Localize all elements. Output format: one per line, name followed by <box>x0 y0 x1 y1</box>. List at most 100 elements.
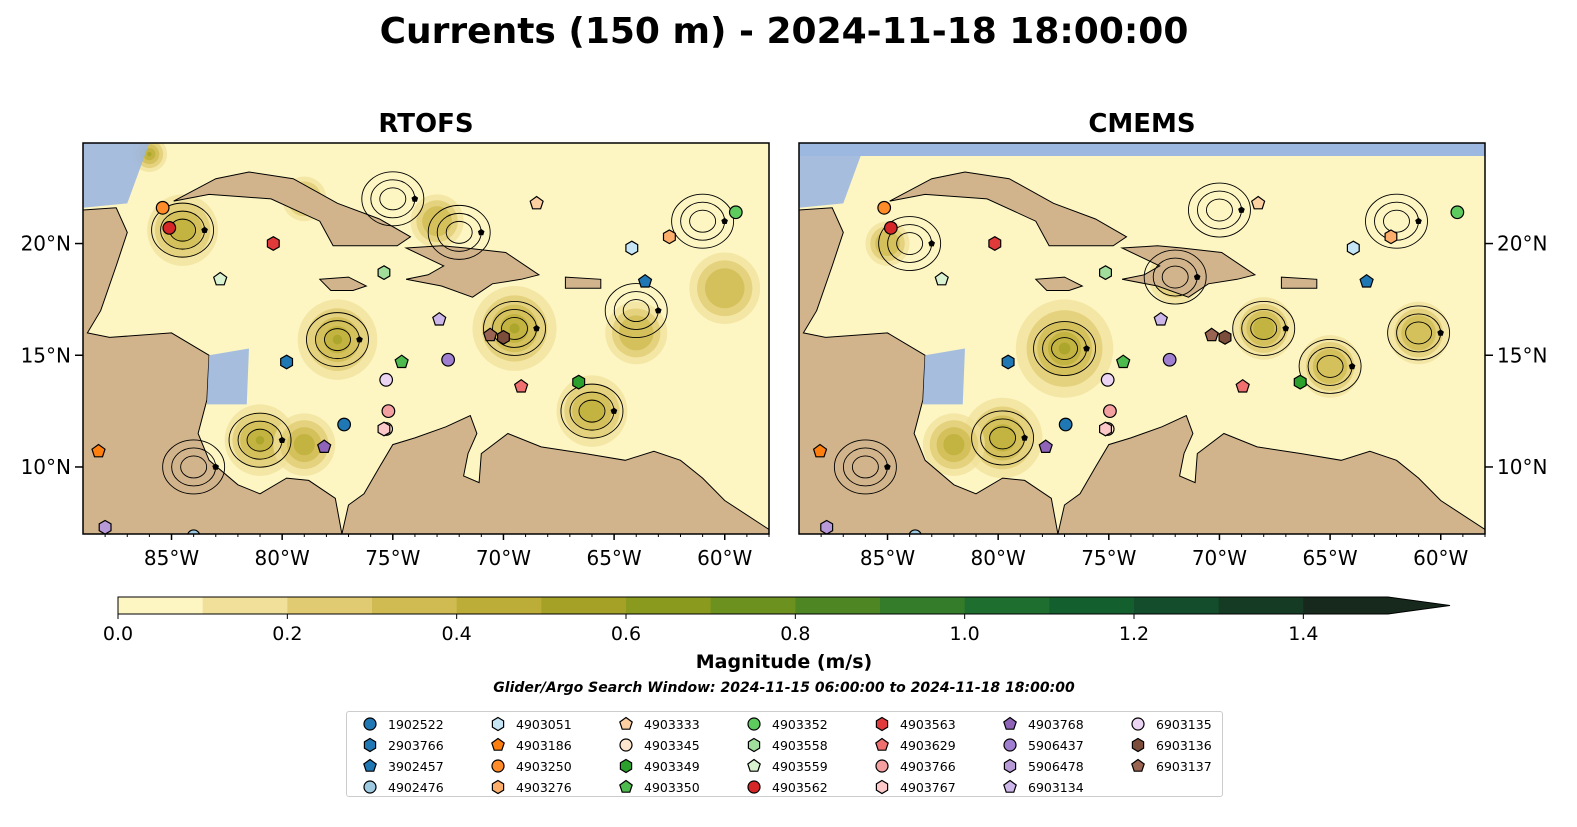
float-marker-4903186 <box>812 443 828 458</box>
float-marker-4903352 <box>747 717 761 731</box>
legend-marker-icon <box>875 759 889 773</box>
float-marker-4903333 <box>619 716 633 730</box>
legend-marker-icon <box>875 737 889 751</box>
float-marker-4903766 <box>1103 404 1117 419</box>
float-marker-1902522 <box>1058 417 1073 432</box>
colorbar-bin <box>964 597 1050 614</box>
colorbar-tick-label: 0.8 <box>780 623 810 645</box>
land-5 <box>1280 276 1318 289</box>
lon-tick-label: 70°W <box>1192 546 1247 570</box>
float-marker-3902457 <box>363 758 377 772</box>
legend-item-1902522: 1902522 <box>361 715 444 733</box>
colorbar-bin <box>118 597 204 614</box>
colorbar-extend-arrow <box>1388 597 1450 614</box>
float-marker-4903767 <box>1098 421 1113 437</box>
legend-label: 6903134 <box>1028 779 1084 795</box>
colorbar-bin <box>1303 597 1389 614</box>
float-marker-3902457 <box>637 273 653 288</box>
legend-label: 5906478 <box>1028 758 1084 774</box>
float-marker-4903250 <box>155 200 170 215</box>
panel-title-rtofs: RTOFS <box>378 109 473 139</box>
lon-tick-label: 65°W <box>586 546 641 570</box>
float-marker-4903768 <box>1038 439 1053 453</box>
legend-item-5906478: 5906478 <box>1001 757 1084 775</box>
colorbar-bin <box>710 597 796 614</box>
float-marker-4903629 <box>1235 378 1250 393</box>
colorbar-tick-label: 0.0 <box>103 623 133 645</box>
legend-label: 6903135 <box>1156 716 1212 732</box>
float-marker-4903767 <box>875 779 889 795</box>
float-marker-6903136 <box>1218 329 1232 345</box>
legend-label: 6903137 <box>1156 758 1212 774</box>
legend-item-4903276: 4903276 <box>489 778 572 796</box>
land-2 <box>889 171 1128 247</box>
legend-marker-icon <box>363 780 377 794</box>
float-marker-5906478 <box>98 519 112 534</box>
legend-label: 4903558 <box>772 737 828 753</box>
legend-item-4903767: 4903767 <box>873 778 956 796</box>
shelf-nicaragua <box>206 348 249 405</box>
legend-marker-icon <box>363 758 377 772</box>
float-marker-4902476 <box>187 529 201 534</box>
float-marker-1902522 <box>337 417 352 432</box>
land-1 <box>341 414 769 534</box>
colorbar-tick-label: 1.0 <box>950 623 980 645</box>
float-marker-4903349 <box>619 758 633 774</box>
legend-label: 4903562 <box>772 779 828 795</box>
colorbar-bin <box>880 597 966 614</box>
legend-label: 4903349 <box>644 758 700 774</box>
legend-label: 4903345 <box>644 737 700 753</box>
float-marker-4903350 <box>394 354 409 369</box>
float-marker-6903134 <box>1153 311 1169 326</box>
lon-tick-label: 60°W <box>1413 546 1468 570</box>
land-5 <box>564 276 602 289</box>
legend-marker-icon <box>1003 738 1017 752</box>
legend-marker-icon <box>363 717 377 731</box>
lat-tick-label: 20°N <box>1497 232 1547 256</box>
legend-label: 4902476 <box>388 779 444 795</box>
legend-label: 4903767 <box>900 779 956 795</box>
float-marker-6903137 <box>482 327 498 342</box>
float-marker-4903562 <box>883 221 898 235</box>
legend-marker-icon <box>619 779 633 793</box>
lon-tick-label: 80°W <box>971 546 1026 570</box>
legend-item-3902457: 3902457 <box>361 757 444 775</box>
legend-label: 4903250 <box>516 758 572 774</box>
panel-title-cmems: CMEMS <box>1088 109 1195 139</box>
float-marker-4903559 <box>934 271 949 286</box>
float-marker-4903559 <box>212 271 228 286</box>
legend-item-4903250: 4903250 <box>489 757 572 775</box>
legend-label: 4903766 <box>900 758 956 774</box>
colorbar-tick-label: 1.2 <box>1119 623 1149 645</box>
float-marker-4903558 <box>1098 265 1113 281</box>
legend-label: 4903768 <box>1028 716 1084 732</box>
legend-item-6903134: 6903134 <box>1001 778 1084 796</box>
legend-label: 5906437 <box>1028 737 1084 753</box>
float-marker-4903558 <box>747 737 761 753</box>
colorbar-outline <box>117 596 1451 615</box>
legend-item-4903345: 4903345 <box>617 736 700 754</box>
float-marker-2903766 <box>363 737 377 753</box>
legend-item-4903559: 4903559 <box>745 757 828 775</box>
legend-item-4903352: 4903352 <box>745 715 828 733</box>
legend-item-4903562: 4903562 <box>745 778 828 796</box>
colorbar-bin <box>456 597 542 614</box>
legend-item-4903186: 4903186 <box>489 736 572 754</box>
lon-tick-label: 65°W <box>1302 546 1357 570</box>
lat-tick-label: 20°N <box>21 232 71 256</box>
legend-label: 4903350 <box>644 779 700 795</box>
float-marker-4903558 <box>377 265 391 281</box>
lat-tick-label: 15°N <box>1497 343 1547 367</box>
legend-item-4903629: 4903629 <box>873 736 956 754</box>
colorbar-bin <box>1049 597 1135 614</box>
legend-item-4903349: 4903349 <box>617 757 700 775</box>
float-legend: 1902522 2903766 3902457 4902476 4903051 49031… <box>346 711 1223 797</box>
legend-marker-icon <box>747 717 761 731</box>
float-marker-4903767 <box>377 421 391 437</box>
float-marker-4903563 <box>988 236 1002 251</box>
legend-marker-icon <box>875 779 889 795</box>
lon-tick-label: 80°W <box>255 546 310 570</box>
legend-marker-icon <box>491 737 505 751</box>
float-marker-4903276 <box>662 229 676 245</box>
float-marker-4903186 <box>491 737 505 751</box>
